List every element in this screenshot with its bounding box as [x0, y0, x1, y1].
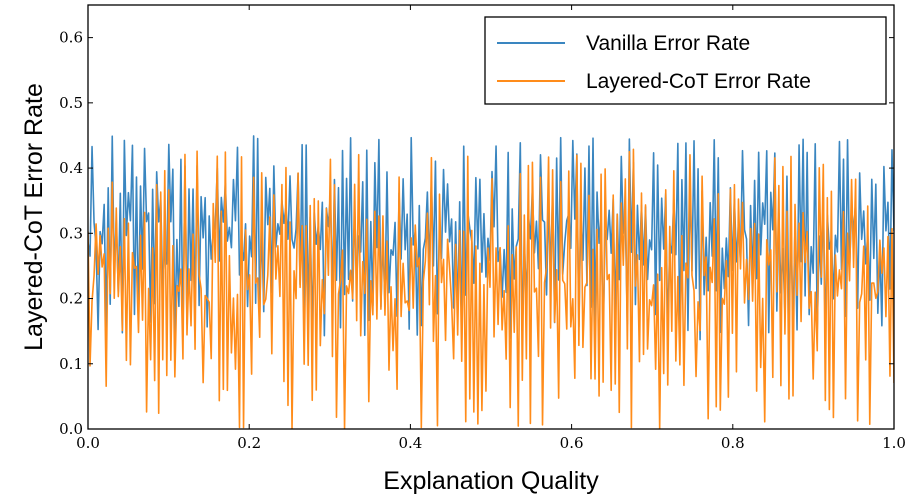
x-tick-label: 0.0	[76, 434, 100, 452]
legend: Vanilla Error Rate Layered-CoT Error Rat…	[484, 16, 887, 105]
x-tick-label: 0.2	[237, 434, 261, 452]
x-tick-label: 1.0	[882, 434, 906, 452]
y-tick-label: 0.2	[59, 290, 83, 308]
plot-frame	[87, 4, 895, 430]
series-line-layered-cot	[88, 148, 894, 429]
x-tick-label: 0.6	[560, 434, 584, 452]
y-tick-label: 0.4	[59, 159, 83, 177]
y-tick-label: 0.6	[59, 29, 83, 47]
y-tick-label: 0.3	[59, 224, 83, 242]
x-axis-label: Explanation Quality	[383, 467, 599, 495]
y-tick-label: 0.0	[59, 420, 83, 438]
legend-box	[484, 16, 887, 105]
x-tick-label: 0.8	[721, 434, 745, 452]
legend-label-layered-cot: Layered-CoT Error Rate	[586, 70, 811, 93]
y-tick-label: 0.5	[59, 94, 83, 112]
x-tick-label: 0.4	[398, 434, 422, 452]
y-axis-label: Layered-CoT Error Rate	[20, 83, 48, 351]
legend-label-vanilla: Vanilla Error Rate	[586, 32, 750, 55]
y-tick-label: 0.1	[59, 355, 83, 373]
